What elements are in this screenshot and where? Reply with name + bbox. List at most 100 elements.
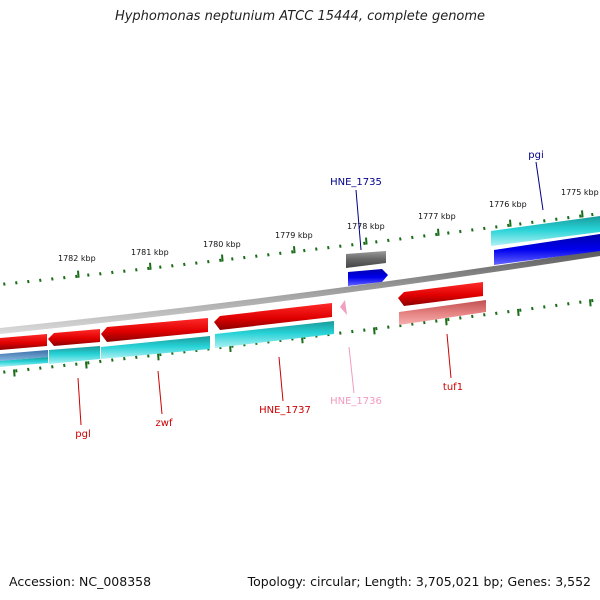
major-tick bbox=[13, 369, 16, 377]
minor-tick bbox=[579, 300, 582, 304]
minor-tick bbox=[339, 244, 342, 248]
minor-tick bbox=[123, 357, 126, 361]
gene-label-hne1736[interactable]: HNE_1736 bbox=[330, 396, 382, 407]
minor-tick bbox=[555, 303, 558, 308]
feature-left-red[interactable] bbox=[0, 334, 47, 350]
minor-tick bbox=[303, 248, 306, 253]
feature-pgi-cyan[interactable] bbox=[491, 216, 600, 246]
gene-label-zwf[interactable]: zwf bbox=[156, 418, 173, 429]
leader-line-hne1737 bbox=[278, 356, 284, 402]
feature-zwf-cyan[interactable] bbox=[101, 336, 210, 359]
minor-tick bbox=[243, 255, 246, 260]
feature-hne1735-blue[interactable] bbox=[348, 269, 388, 286]
minor-tick bbox=[471, 228, 474, 232]
minor-tick bbox=[279, 251, 282, 256]
scale-label-1777kbp: 1777 kbp bbox=[418, 212, 456, 221]
feature-zwf-red[interactable] bbox=[101, 318, 208, 342]
minor-tick bbox=[63, 275, 66, 280]
minor-tick bbox=[483, 226, 486, 231]
minor-tick bbox=[495, 311, 498, 315]
minor-tick bbox=[111, 270, 114, 275]
major-tick bbox=[589, 299, 592, 307]
minor-tick bbox=[39, 278, 42, 282]
leader-line-zwf bbox=[157, 370, 163, 415]
minor-tick bbox=[435, 232, 438, 237]
gene-label-hne1735[interactable]: HNE_1735 bbox=[330, 177, 382, 188]
minor-tick bbox=[75, 362, 78, 366]
minor-tick bbox=[219, 258, 222, 263]
major-tick bbox=[517, 308, 520, 317]
feature-hne1737-red[interactable] bbox=[214, 303, 332, 330]
feature-tuf1-lightred[interactable] bbox=[399, 300, 486, 325]
feature-left-cyan[interactable] bbox=[0, 357, 48, 367]
minor-tick bbox=[591, 212, 594, 217]
feature-pgl-cyan[interactable] bbox=[49, 346, 100, 364]
minor-tick bbox=[147, 354, 150, 358]
major-tick bbox=[581, 210, 584, 218]
minor-tick bbox=[99, 359, 102, 364]
minor-tick bbox=[255, 254, 258, 258]
gene-label-pgl[interactable]: pgl bbox=[75, 429, 90, 440]
minor-tick bbox=[159, 352, 162, 357]
genome-backbone bbox=[0, 250, 600, 334]
minor-tick bbox=[399, 237, 402, 241]
leader-line-hne1736 bbox=[348, 346, 355, 394]
minor-tick bbox=[555, 217, 558, 221]
scale-label-1779kbp: 1779 kbp bbox=[275, 231, 313, 240]
minor-tick bbox=[351, 243, 354, 247]
gene-label-tuf1[interactable]: tuf1 bbox=[443, 382, 463, 393]
minor-tick bbox=[543, 219, 546, 223]
minor-tick bbox=[135, 268, 138, 272]
accession-label: Accession: NC_008358 bbox=[9, 574, 152, 589]
feature-pgl-red[interactable] bbox=[48, 329, 100, 346]
minor-tick bbox=[423, 320, 426, 325]
minor-tick bbox=[63, 363, 66, 368]
minor-tick bbox=[3, 370, 6, 374]
major-tick bbox=[77, 270, 80, 278]
minor-tick bbox=[291, 250, 294, 254]
minor-tick bbox=[123, 269, 126, 273]
minor-tick bbox=[51, 277, 54, 281]
minor-tick bbox=[387, 238, 390, 243]
minor-tick bbox=[567, 215, 570, 220]
map-title: Hyphomonas neptunium ATCC 15444, complet… bbox=[114, 9, 486, 24]
minor-tick bbox=[27, 367, 30, 372]
minor-tick bbox=[471, 314, 474, 319]
major-tick bbox=[221, 254, 224, 262]
feature-left-steel[interactable] bbox=[0, 350, 48, 361]
feature-hne1736[interactable] bbox=[340, 300, 347, 315]
minor-tick bbox=[483, 313, 486, 317]
minor-tick bbox=[447, 317, 450, 322]
minor-tick bbox=[459, 316, 462, 320]
minor-tick bbox=[447, 231, 450, 235]
minor-tick bbox=[459, 229, 462, 234]
feature-hne1737-cyan[interactable] bbox=[215, 321, 334, 348]
minor-tick bbox=[435, 319, 438, 323]
minor-tick bbox=[387, 325, 390, 329]
minor-tick bbox=[423, 234, 426, 238]
major-tick bbox=[293, 246, 296, 254]
feature-hne1735-gray[interactable] bbox=[346, 251, 386, 268]
minor-tick bbox=[411, 322, 414, 326]
minor-tick bbox=[75, 274, 78, 279]
scale-label-1775kbp: 1775 kbp bbox=[561, 188, 599, 197]
minor-tick bbox=[315, 247, 318, 251]
scale-label-1776kbp: 1776 kbp bbox=[489, 200, 527, 209]
feature-pgi-blue[interactable] bbox=[494, 234, 600, 265]
gene-label-hne1737[interactable]: HNE_1737 bbox=[259, 405, 311, 416]
major-tick bbox=[437, 228, 440, 236]
minor-tick bbox=[231, 257, 234, 261]
minor-tick bbox=[15, 281, 18, 285]
minor-tick bbox=[147, 266, 150, 271]
major-tick bbox=[509, 219, 512, 227]
major-tick bbox=[373, 327, 376, 335]
minor-tick bbox=[195, 261, 198, 265]
gene-label-pgi[interactable]: pgi bbox=[528, 150, 543, 161]
feature-tuf1-red[interactable] bbox=[398, 282, 483, 306]
scale-label-1778kbp: 1778 kbp bbox=[347, 222, 385, 231]
minor-tick bbox=[327, 245, 330, 250]
minor-tick bbox=[567, 302, 570, 306]
minor-tick bbox=[543, 305, 546, 309]
